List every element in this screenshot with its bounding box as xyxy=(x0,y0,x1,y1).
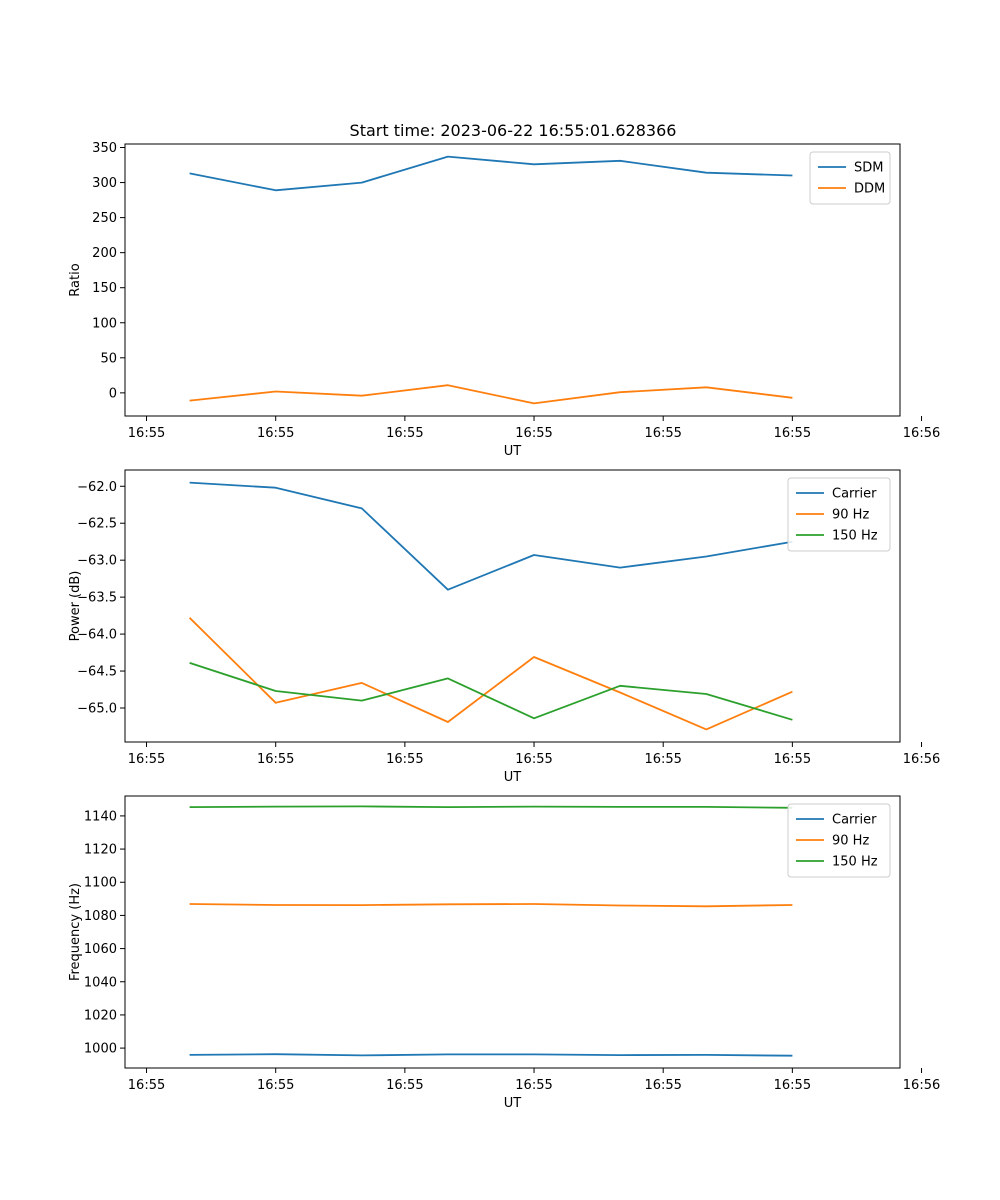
series-line-ddm xyxy=(189,384,793,405)
y-tick-label: 50 xyxy=(100,351,117,366)
y-axis-label: Power (dB) xyxy=(68,571,83,642)
y-tick-label: 300 xyxy=(92,176,117,191)
y-tick-label: 1000 xyxy=(84,1042,117,1057)
y-tick-label: −63.5 xyxy=(77,591,117,606)
x-tick-label: 16:55 xyxy=(257,426,294,441)
series-line-carrier xyxy=(189,1053,793,1057)
x-tick-label: 16:55 xyxy=(128,752,165,767)
y-tick-label: 1040 xyxy=(84,975,117,990)
axes-frame xyxy=(124,469,901,743)
legend-box xyxy=(787,477,891,552)
x-tick-label: 16:55 xyxy=(515,426,552,441)
legend-entry: SDM xyxy=(854,161,883,176)
axes-frame xyxy=(124,795,901,1069)
x-axis-label: UT xyxy=(504,444,522,459)
legend-entry: Carrier xyxy=(832,813,877,828)
x-tick-label: 16:55 xyxy=(257,1078,294,1093)
x-tick-label: 16:56 xyxy=(903,1078,940,1093)
subplot-2: 16:55 16:55 16:55 16:55 16:55 16:55 16:56 −62.0… xyxy=(68,469,940,785)
subplot-3: 16:55 16:55 16:55 16:55 16:55 16:55 16:56 1000 1… xyxy=(68,795,940,1111)
legend-entry: Carrier xyxy=(832,487,877,502)
series-line-150-hz xyxy=(189,662,793,721)
figure-title: Start time: 2023-06-22 16:55:01.628366 xyxy=(350,121,677,140)
legend-entry: 90 Hz xyxy=(832,834,869,849)
x-tick-label: 16:55 xyxy=(386,752,423,767)
y-tick-label: 350 xyxy=(92,141,117,156)
x-axis-label: UT xyxy=(504,770,522,785)
series-line-90-hz xyxy=(188,617,793,731)
y-axis-label: Frequency (Hz) xyxy=(68,883,83,981)
series-line-150-hz xyxy=(189,805,793,809)
x-tick-label: 16:56 xyxy=(903,752,940,767)
x-tick-label: 16:55 xyxy=(386,1078,423,1093)
x-tick-label: 16:55 xyxy=(257,752,294,767)
y-tick-label: 1020 xyxy=(84,1008,117,1023)
y-tick-label: 0 xyxy=(109,386,117,401)
y-tick-label: 1060 xyxy=(84,942,117,957)
y-tick-label: 100 xyxy=(92,316,117,331)
y-tick-label: 1080 xyxy=(84,909,117,924)
subplots: 16:55 16:55 16:55 16:55 16:55 16:55 16:56 0 50 10… xyxy=(68,141,940,1111)
legend-box xyxy=(809,151,891,205)
y-tick-label: −63.0 xyxy=(77,554,117,569)
y-tick-label: 1120 xyxy=(84,843,117,858)
y-tick-label: 250 xyxy=(92,211,117,226)
subplot-1: 16:55 16:55 16:55 16:55 16:55 16:55 16:56 0 50 10… xyxy=(68,141,940,459)
legend-entry: 150 Hz xyxy=(832,855,878,870)
legend-box xyxy=(787,803,891,878)
x-tick-label: 16:55 xyxy=(644,426,681,441)
y-tick-label: −62.0 xyxy=(77,480,117,495)
y-tick-label: −62.5 xyxy=(77,517,117,532)
x-tick-label: 16:55 xyxy=(774,1078,811,1093)
series-line-carrier xyxy=(189,481,793,591)
y-tick-label: −65.0 xyxy=(77,702,117,717)
y-axis-label: Ratio xyxy=(68,263,83,296)
y-tick-label: 150 xyxy=(92,281,117,296)
series-line-90-hz xyxy=(189,903,793,908)
x-tick-label: 16:55 xyxy=(774,426,811,441)
x-tick-label: 16:55 xyxy=(774,752,811,767)
y-tick-label: 1140 xyxy=(84,809,117,824)
legend: Carrier 90 Hz 150 Hz xyxy=(787,803,891,878)
y-tick-label: 1100 xyxy=(84,876,117,891)
legend: Carrier 90 Hz 150 Hz xyxy=(787,477,891,552)
x-tick-label: 16:55 xyxy=(644,752,681,767)
y-tick-label: 200 xyxy=(92,246,117,261)
x-tick-label: 16:55 xyxy=(644,1078,681,1093)
y-tick-label: −64.0 xyxy=(77,628,117,643)
x-axis-label: UT xyxy=(504,1096,522,1111)
legend-entry: 90 Hz xyxy=(832,508,869,523)
y-tick-label: −64.5 xyxy=(77,665,117,680)
x-tick-label: 16:55 xyxy=(128,1078,165,1093)
legend-entry: DDM xyxy=(854,182,885,197)
legend: SDM DDM xyxy=(809,151,891,205)
x-tick-label: 16:55 xyxy=(515,752,552,767)
legend-entry: 150 Hz xyxy=(832,529,878,544)
x-tick-label: 16:56 xyxy=(903,426,940,441)
x-tick-label: 16:55 xyxy=(386,426,423,441)
x-tick-label: 16:55 xyxy=(128,426,165,441)
x-tick-label: 16:55 xyxy=(515,1078,552,1093)
axes-frame xyxy=(124,143,901,417)
series-line-sdm xyxy=(189,155,793,192)
